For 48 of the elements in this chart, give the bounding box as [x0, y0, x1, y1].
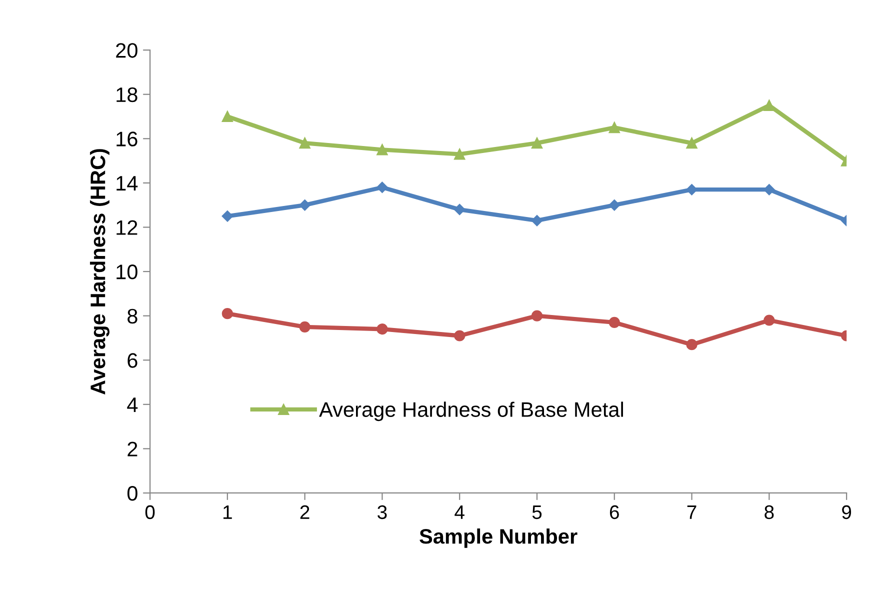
y-tick-label: 14 — [116, 176, 138, 190]
point — [376, 182, 388, 193]
y-tick-label: 18 — [116, 87, 138, 102]
point — [299, 199, 310, 211]
y-tick-label: 20 — [116, 43, 138, 58]
point — [764, 184, 775, 196]
point — [686, 138, 698, 149]
point — [222, 308, 233, 320]
point — [531, 310, 543, 322]
x-tick-label: 6 — [610, 505, 619, 520]
point — [608, 199, 620, 211]
point — [686, 184, 698, 196]
x-axis-title: Sample Number — [420, 528, 578, 548]
point — [454, 148, 466, 160]
point — [299, 321, 310, 332]
point — [608, 316, 620, 328]
point — [454, 330, 466, 342]
point — [222, 210, 234, 222]
point — [764, 100, 775, 111]
y-tick-label: 12 — [116, 220, 138, 235]
legend-label: Average Hardness of Base Metal — [319, 402, 623, 422]
x-tick-label: 1 — [223, 506, 232, 519]
y-tick-label: 16 — [116, 132, 138, 146]
y-tick-label: 2 — [128, 442, 138, 456]
point — [686, 339, 698, 350]
point — [764, 314, 775, 326]
point — [376, 144, 388, 156]
point — [454, 204, 466, 216]
point — [299, 138, 310, 149]
y-tick-label: 10 — [116, 264, 138, 280]
x-tick-label: 7 — [687, 506, 696, 519]
point — [376, 324, 388, 335]
x-tick-label: 3 — [378, 505, 387, 520]
point — [531, 138, 543, 149]
x-tick-label: 4 — [454, 506, 464, 519]
y-tick-label: 6 — [128, 353, 138, 368]
point — [222, 110, 233, 122]
y-tick-label: 4 — [127, 398, 138, 412]
y-axis-title: Average Hardness (HRC) — [90, 149, 110, 394]
x-tick-label: 0 — [145, 505, 155, 520]
point — [608, 122, 620, 134]
point — [531, 214, 543, 226]
y-tick-label: 0 — [127, 486, 138, 501]
x-tick-label: 5 — [532, 506, 542, 520]
x-tick-label: 8 — [764, 505, 774, 520]
x-tick-label: 2 — [300, 505, 310, 519]
x-tick-label: 9 — [842, 505, 852, 520]
y-tick-label: 8 — [128, 308, 138, 324]
